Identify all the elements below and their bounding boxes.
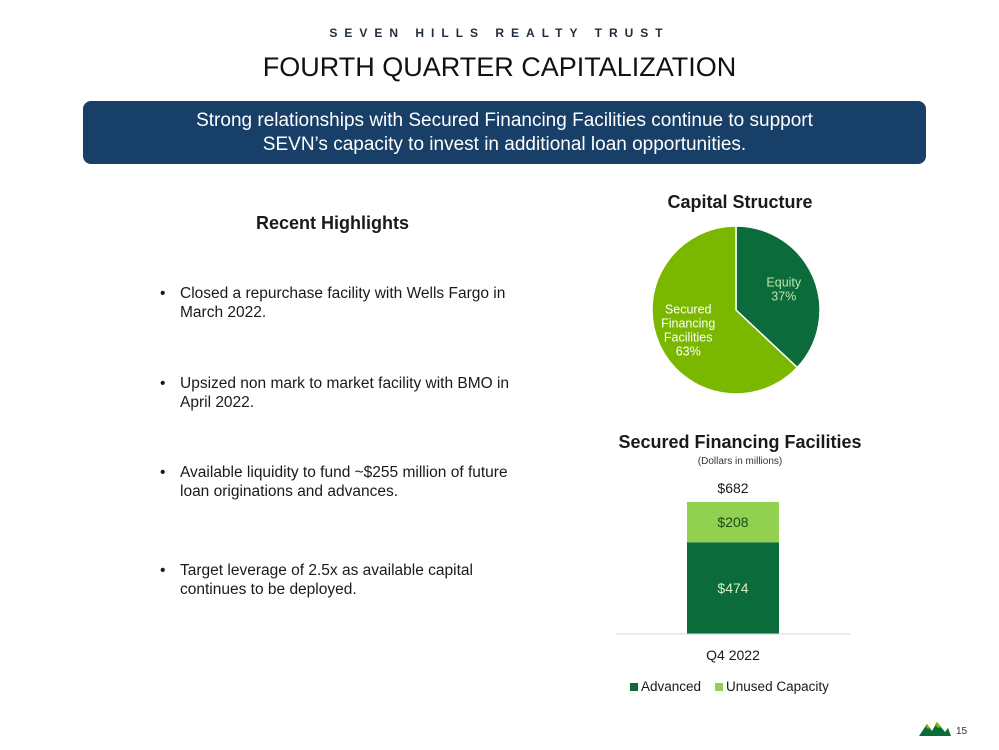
banner-line-1: Strong relationships with Secured Financ… bbox=[196, 110, 813, 131]
pie-slice-equity bbox=[735, 225, 821, 369]
financing-chart-subtitle: (Dollars in millions) bbox=[697, 456, 783, 467]
highlight-item: Closed a repurchase facility with Wells … bbox=[160, 284, 530, 322]
capital-structure-title: Capital Structure bbox=[667, 192, 813, 212]
legend-item-advanced: Advanced bbox=[630, 679, 701, 694]
page-number: 15 bbox=[956, 726, 968, 737]
legend-item-unused-capacity: Unused Capacity bbox=[715, 679, 829, 694]
legend-label: Advanced bbox=[641, 679, 702, 694]
legend-swatch bbox=[630, 682, 638, 691]
bar-chart-legend: Advanced Unused Capacity bbox=[630, 679, 829, 694]
highlights-title: Recent Highlights bbox=[255, 213, 409, 233]
banner-line-2: SEVN’s capacity to invest in additional … bbox=[262, 134, 747, 155]
pie-slice-label: Secured Financing Facilities 63% bbox=[661, 303, 715, 359]
financing-bar-chart: $474 $208 $682 Q4 2022 bbox=[616, 480, 850, 663]
bar-data-label: $474 bbox=[717, 580, 748, 596]
page-title: FOURTH QUARTER CAPITALIZATION bbox=[262, 52, 737, 82]
pie-slice-label: Equity 37% bbox=[766, 275, 801, 303]
bar-total-label: $682 bbox=[717, 480, 748, 496]
bar-segment-advanced bbox=[687, 542, 779, 634]
highlight-item: Available liquidity to fund ~$255 millio… bbox=[160, 463, 530, 501]
highlight-item: Upsized non mark to market facility with… bbox=[160, 374, 530, 412]
financing-chart-title: Secured Financing Facilities bbox=[618, 432, 862, 452]
bar-data-label: $208 bbox=[717, 514, 748, 530]
capital-structure-pie-chart: Equity 37% Secured Financing Facilities 63% bbox=[651, 225, 821, 395]
company-name: SEVEN HILLS REALTY TRUST bbox=[329, 26, 670, 40]
pie-slice-secured-financing-facilities bbox=[651, 225, 799, 395]
legend-swatch bbox=[715, 682, 724, 691]
highlight-item: Target leverage of 2.5x as available cap… bbox=[160, 561, 530, 599]
mountain-logo-icon bbox=[919, 722, 951, 736]
summary-banner: Strong relationships with Secured Financ… bbox=[83, 101, 926, 164]
bar-segment-unused-capacity bbox=[687, 502, 779, 543]
x-tick-label: Q4 2022 bbox=[706, 647, 760, 663]
legend-label: Unused Capacity bbox=[726, 679, 829, 694]
